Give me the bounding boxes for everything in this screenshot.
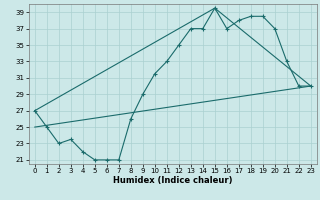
X-axis label: Humidex (Indice chaleur): Humidex (Indice chaleur) — [113, 176, 233, 185]
